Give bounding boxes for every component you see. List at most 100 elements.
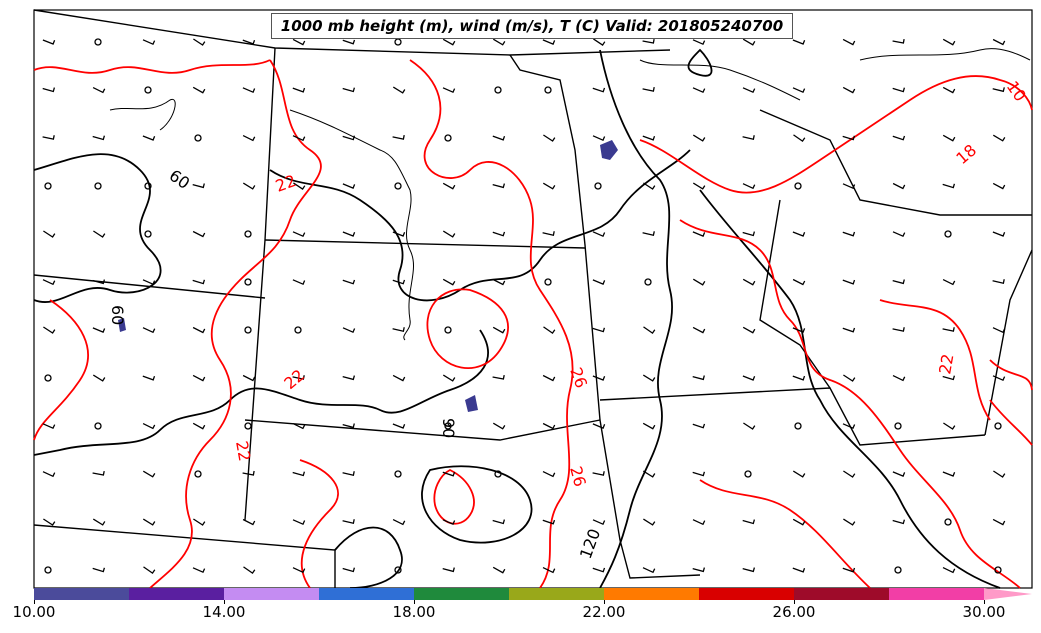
colorbar-tick-label: 10.00 bbox=[12, 603, 56, 621]
wind-barb bbox=[392, 279, 406, 285]
wind-barb bbox=[442, 471, 456, 477]
calm-wind-marker bbox=[744, 470, 752, 478]
wind-barb bbox=[592, 87, 606, 93]
wind-barb bbox=[843, 470, 856, 478]
wind-barb bbox=[492, 183, 506, 189]
wind-barb bbox=[342, 87, 356, 93]
map-title-box: 1000 mb height (m), wind (m/s), T (C) Va… bbox=[271, 13, 793, 39]
wind-barb bbox=[242, 135, 256, 142]
wind-barb bbox=[742, 87, 756, 94]
wind-barb bbox=[692, 278, 706, 286]
wind-barb bbox=[642, 567, 656, 574]
calm-wind-marker bbox=[394, 38, 402, 46]
wind-barb bbox=[692, 87, 706, 94]
wind-barb bbox=[342, 279, 356, 285]
wind-barb bbox=[42, 87, 56, 93]
calm-wind-marker bbox=[394, 470, 402, 478]
wind-barb bbox=[842, 567, 856, 573]
colorbar-segment bbox=[604, 588, 699, 600]
wind-barb bbox=[942, 86, 956, 94]
wind-barb bbox=[392, 134, 405, 140]
wind-barb bbox=[342, 183, 356, 189]
wind-barb bbox=[942, 327, 955, 332]
calm-wind-marker bbox=[894, 566, 902, 574]
colorbar-tick-label: 22.00 bbox=[582, 603, 626, 621]
wind-barb bbox=[892, 38, 905, 44]
wind-barb bbox=[492, 326, 506, 334]
calm-wind-marker bbox=[794, 182, 802, 190]
wind-barb bbox=[192, 374, 206, 382]
wind-barb bbox=[242, 39, 256, 45]
wind-barb bbox=[492, 38, 506, 46]
water-features bbox=[109, 48, 1031, 341]
wind-barb bbox=[342, 39, 356, 45]
colorbar-tick-mark bbox=[604, 600, 605, 604]
wind-barb bbox=[992, 327, 1006, 334]
wind-barb bbox=[892, 135, 906, 141]
wind-barb bbox=[843, 518, 856, 526]
wind-barb bbox=[942, 567, 956, 574]
wind-barb bbox=[392, 327, 405, 332]
wind-barb bbox=[792, 39, 806, 45]
colorbar-tick-mark bbox=[414, 600, 415, 604]
colorbar-segment bbox=[34, 588, 129, 600]
wind-barb bbox=[192, 86, 206, 94]
wind-barb bbox=[742, 183, 756, 190]
wind-barb bbox=[492, 231, 506, 237]
calm-wind-marker bbox=[944, 230, 952, 238]
wind-barb bbox=[642, 470, 656, 478]
wind-barb bbox=[92, 567, 106, 573]
wind-barb bbox=[592, 423, 606, 429]
wind-barb bbox=[842, 327, 856, 333]
wind-barb bbox=[642, 86, 655, 92]
colorbar-segment bbox=[129, 588, 224, 600]
wind-barb bbox=[92, 135, 106, 141]
wind-barb bbox=[942, 279, 956, 286]
colorbar-segment bbox=[414, 588, 509, 600]
wind-barb bbox=[92, 87, 106, 94]
wind-barb bbox=[992, 375, 1006, 382]
wind-barb bbox=[792, 327, 806, 333]
wind-barb bbox=[892, 375, 906, 382]
wind-barb bbox=[842, 183, 856, 190]
wind-barb bbox=[742, 519, 756, 525]
wind-barb bbox=[392, 519, 406, 526]
calm-wind-marker bbox=[644, 278, 652, 286]
wind-barb bbox=[142, 518, 156, 526]
wind-barb bbox=[242, 87, 256, 94]
wind-barb bbox=[692, 471, 706, 477]
wind-barb bbox=[992, 134, 1006, 142]
wind-barb bbox=[442, 519, 456, 526]
wind-barb bbox=[543, 134, 556, 142]
wind-barb bbox=[642, 374, 656, 382]
wind-barb bbox=[742, 231, 756, 237]
wind-barb bbox=[842, 423, 856, 430]
wind-barb bbox=[592, 327, 606, 333]
wind-barb bbox=[692, 134, 706, 142]
wind-barb bbox=[842, 86, 856, 94]
temperature-contours bbox=[33, 59, 1033, 589]
temperature-label: 26 bbox=[566, 464, 590, 489]
calm-wind-marker bbox=[244, 278, 252, 286]
wind-barb bbox=[592, 519, 606, 526]
wind-barb bbox=[442, 567, 455, 573]
wind-barb bbox=[593, 38, 606, 47]
colorbar-tick-mark bbox=[984, 600, 985, 604]
wind-barb bbox=[992, 182, 1006, 190]
wind-barb bbox=[442, 278, 456, 286]
wind-barb bbox=[742, 326, 756, 334]
wind-barb bbox=[292, 231, 306, 238]
wind-barb bbox=[642, 38, 655, 44]
calm-wind-marker bbox=[394, 182, 402, 190]
wind-barb bbox=[292, 135, 306, 142]
wind-barb bbox=[692, 182, 706, 190]
temperature-colorbar bbox=[34, 588, 1032, 600]
colorbar-segment bbox=[984, 588, 1032, 600]
wind-barb bbox=[992, 38, 1006, 46]
wind-barb bbox=[842, 279, 856, 285]
wind-barb bbox=[92, 327, 106, 333]
wind-barb bbox=[943, 422, 956, 430]
colorbar-tick-mark bbox=[34, 600, 35, 604]
colorbar-segment bbox=[509, 588, 604, 600]
wind-barb bbox=[492, 566, 506, 574]
